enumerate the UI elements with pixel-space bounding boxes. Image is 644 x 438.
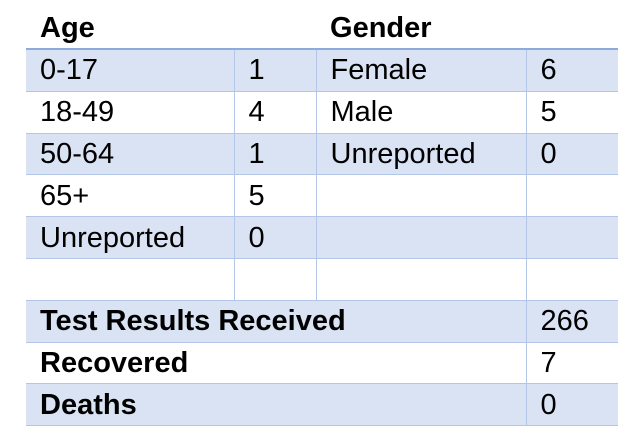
age-label [26, 258, 235, 301]
age-header: Age [26, 8, 317, 50]
table-row: 0-17 1 Female 6 [26, 49, 619, 92]
summary-label: Test Results Received [26, 300, 527, 343]
gender-count: 5 [526, 91, 619, 134]
gender-label: Female [316, 49, 527, 92]
gender-label [316, 174, 527, 218]
summary-value: 7 [526, 342, 619, 385]
age-label: 65+ [26, 174, 235, 218]
table-row: 65+ 5 [26, 174, 619, 218]
gender-label: Unreported [316, 133, 527, 176]
age-count [234, 258, 317, 301]
gender-count: 0 [526, 133, 619, 176]
summary-label: Deaths [26, 383, 527, 427]
age-count: 4 [234, 91, 317, 134]
header-row: Age Gender [26, 8, 619, 50]
demographics-table: Age Gender 0-17 1 Female 6 18-49 4 Male … [26, 8, 619, 427]
age-count: 1 [234, 133, 317, 176]
age-count: 0 [234, 216, 317, 259]
gender-label: Male [316, 91, 527, 134]
gender-header: Gender [316, 8, 619, 50]
summary-value: 266 [526, 300, 619, 343]
table-row [26, 258, 619, 301]
table-row: 50-64 1 Unreported 0 [26, 133, 619, 176]
age-label: 0-17 [26, 49, 235, 92]
table-row: Unreported 0 [26, 216, 619, 259]
age-count: 5 [234, 174, 317, 218]
gender-count [526, 258, 619, 301]
gender-count [526, 216, 619, 259]
summary-row-deaths: Deaths 0 [26, 383, 619, 427]
age-label: 18-49 [26, 91, 235, 134]
gender-count [526, 174, 619, 218]
summary-row-recovered: Recovered 7 [26, 342, 619, 385]
summary-row-test-results: Test Results Received 266 [26, 300, 619, 343]
age-label: 50-64 [26, 133, 235, 176]
age-count: 1 [234, 49, 317, 92]
summary-label: Recovered [26, 342, 527, 385]
gender-label [316, 258, 527, 301]
gender-count: 6 [526, 49, 619, 92]
summary-value: 0 [526, 383, 619, 427]
age-label: Unreported [26, 216, 235, 259]
table-row: 18-49 4 Male 5 [26, 91, 619, 134]
gender-label [316, 216, 527, 259]
